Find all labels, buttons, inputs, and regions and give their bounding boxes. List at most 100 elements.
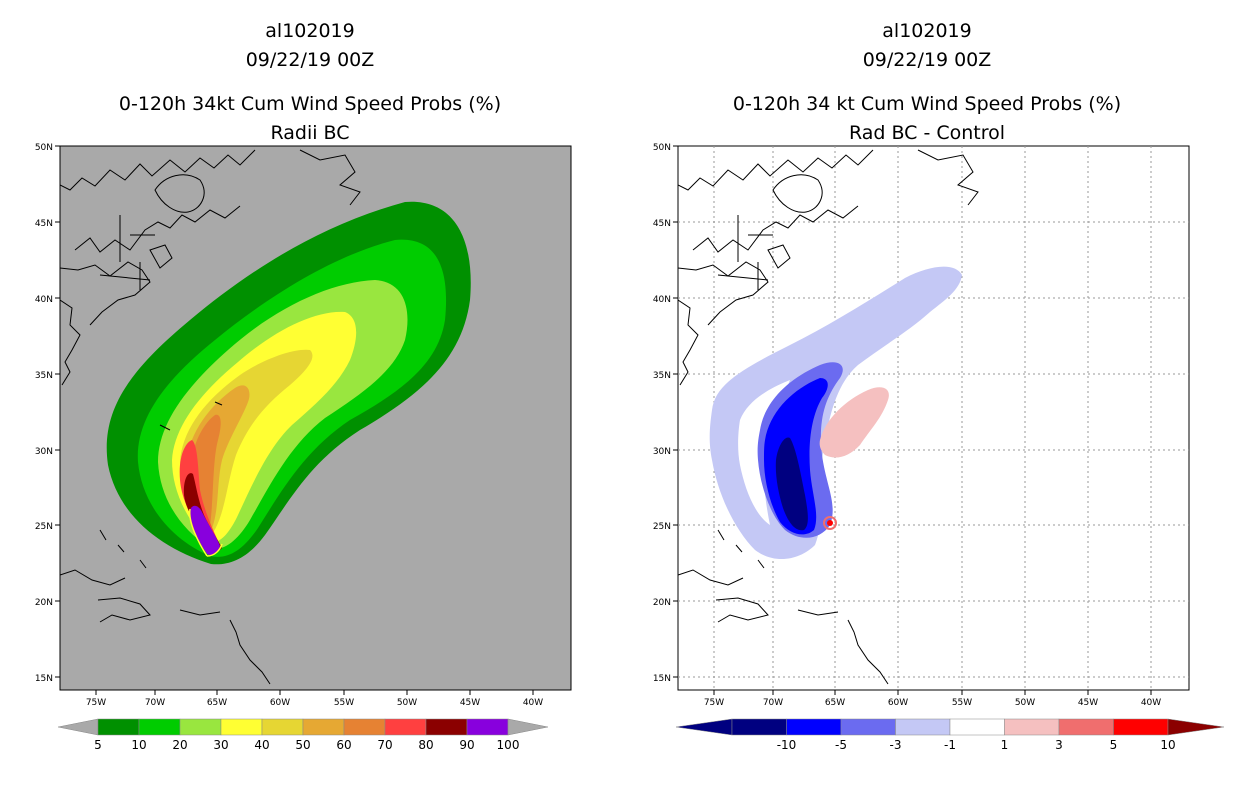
left-colorbar-label: 5 bbox=[94, 738, 102, 752]
right-colorbar-label: -5 bbox=[835, 738, 847, 752]
left-colorbar-swatch bbox=[220, 718, 263, 736]
left-colorbar-swatch bbox=[179, 718, 222, 736]
right-colorbar-label: 3 bbox=[1055, 738, 1063, 752]
left-colorbar-label: 10 bbox=[131, 738, 146, 752]
left-colorbar-label: 80 bbox=[418, 738, 433, 752]
left-colorbar-labels: 5 10 20 30 40 50 60 70 80 90 100 bbox=[94, 738, 519, 752]
left-lat-label: 15N bbox=[35, 674, 53, 684]
left-lon-labels: 75W 70W 65W 60W 55W 50W 45W 40W bbox=[86, 698, 543, 708]
left-colorbar-swatch bbox=[466, 718, 509, 736]
right-difference-contours bbox=[709, 266, 962, 560]
left-lon-label: 75W bbox=[86, 698, 106, 708]
left-probability-contours bbox=[106, 201, 471, 565]
left-lat-label: 45N bbox=[35, 219, 53, 229]
right-lat-label: 30N bbox=[653, 447, 671, 457]
left-lat-label: 25N bbox=[35, 522, 53, 532]
left-colorbar-label: 60 bbox=[336, 738, 351, 752]
left-contour-90 bbox=[189, 505, 220, 556]
left-panel: al102019 09/22/19 00Z 0-120h 34kt Cum Wi… bbox=[35, 20, 572, 752]
left-colorbar-arrow-right bbox=[507, 718, 549, 736]
right-colorbar-label: 5 bbox=[1110, 738, 1118, 752]
right-colorbar-swatch bbox=[1058, 718, 1114, 736]
left-colorbar-swatch bbox=[302, 718, 345, 736]
right-colorbar-label: -1 bbox=[944, 738, 956, 752]
right-lat-label: 20N bbox=[653, 598, 671, 608]
right-contour-pos1 bbox=[819, 387, 889, 458]
right-coastline-icon bbox=[678, 149, 979, 685]
right-colorbar-swatch bbox=[895, 718, 951, 736]
right-colorbar-swatch bbox=[1113, 718, 1169, 736]
right-colorbar-swatch bbox=[1004, 718, 1060, 736]
right-colorbar-labels: -10 -5 -3 -1 1 3 5 10 bbox=[777, 738, 1176, 752]
left-lat-label: 40N bbox=[35, 295, 53, 305]
right-title-date: 09/22/19 00Z bbox=[863, 49, 992, 71]
right-colorbar-swatch bbox=[731, 718, 787, 736]
right-panel: al102019 09/22/19 00Z 0-120h 34 kt Cum W… bbox=[653, 20, 1225, 752]
right-lat-label: 15N bbox=[653, 674, 671, 684]
left-title-date: 09/22/19 00Z bbox=[246, 49, 375, 71]
right-colorbar-arrow-right bbox=[1167, 718, 1225, 736]
right-lon-label: 55W bbox=[952, 698, 972, 708]
right-lat-ticks bbox=[673, 145, 678, 678]
left-lat-ticks bbox=[55, 145, 60, 678]
left-colorbar-swatch bbox=[261, 718, 304, 736]
right-colorbar-arrow-left bbox=[675, 718, 733, 736]
left-lon-label: 60W bbox=[270, 698, 290, 708]
left-contour-70 bbox=[179, 440, 220, 553]
left-lat-label: 35N bbox=[35, 371, 53, 381]
right-lon-label: 45W bbox=[1078, 698, 1098, 708]
left-colorbar-label: 30 bbox=[213, 738, 228, 752]
left-lat-labels: 50N 45N 40N 35N 30N 25N 20N 15N bbox=[35, 143, 53, 684]
right-title-subtitle: Rad BC - Control bbox=[849, 122, 1005, 144]
right-lat-label: 40N bbox=[653, 295, 671, 305]
left-colorbar-label: 100 bbox=[497, 738, 520, 752]
left-lon-label: 45W bbox=[460, 698, 480, 708]
left-lon-label: 65W bbox=[207, 698, 227, 708]
left-colorbar-label: 70 bbox=[377, 738, 392, 752]
left-colorbar-label: 90 bbox=[459, 738, 474, 752]
left-lon-label: 55W bbox=[334, 698, 354, 708]
left-colorbar-swatch bbox=[384, 718, 427, 736]
left-lon-label: 70W bbox=[145, 698, 165, 708]
right-title-storm-id: al102019 bbox=[882, 20, 971, 42]
right-colorbar-swatch bbox=[840, 718, 896, 736]
right-colorbar-label: 1 bbox=[1001, 738, 1009, 752]
right-lon-label: 60W bbox=[888, 698, 908, 708]
left-colorbar-swatch bbox=[343, 718, 386, 736]
right-lat-label: 35N bbox=[653, 371, 671, 381]
left-coastline-icon bbox=[60, 149, 361, 685]
left-lat-label: 20N bbox=[35, 598, 53, 608]
left-colorbar-swatch bbox=[138, 718, 181, 736]
left-colorbar-arrow-left bbox=[57, 718, 99, 736]
right-colorbar-swatch bbox=[949, 718, 1005, 736]
right-colorbar-swatch bbox=[786, 718, 842, 736]
right-contour-neg10 bbox=[775, 437, 808, 531]
right-lon-label: 75W bbox=[704, 698, 724, 708]
right-lon-label: 40W bbox=[1141, 698, 1161, 708]
right-lat-labels: 50N 45N 40N 35N 30N 25N 20N 15N bbox=[653, 143, 671, 684]
left-title-subtitle: Radii BC bbox=[270, 122, 349, 144]
right-lon-labels: 75W 70W 65W 60W 55W 50W 45W 40W bbox=[704, 698, 1161, 708]
left-lat-label: 50N bbox=[35, 143, 53, 153]
left-lon-label: 50W bbox=[397, 698, 417, 708]
right-lon-label: 50W bbox=[1015, 698, 1035, 708]
right-lon-label: 65W bbox=[825, 698, 845, 708]
left-contour-100-edge bbox=[189, 508, 223, 557]
right-contour-pos3 bbox=[823, 516, 837, 530]
left-colorbar-label: 50 bbox=[295, 738, 310, 752]
right-colorbar bbox=[675, 718, 1225, 736]
right-colorbar-label: 10 bbox=[1160, 738, 1175, 752]
right-lat-label: 50N bbox=[653, 143, 671, 153]
left-lon-ticks bbox=[95, 690, 534, 695]
left-colorbar-label: 20 bbox=[172, 738, 187, 752]
left-colorbar-label: 40 bbox=[254, 738, 269, 752]
right-lon-ticks bbox=[713, 690, 1152, 695]
left-lat-label: 30N bbox=[35, 447, 53, 457]
left-colorbar-swatch bbox=[97, 718, 140, 736]
left-title-storm-id: al102019 bbox=[265, 20, 354, 42]
right-title-product: 0-120h 34 kt Cum Wind Speed Probs (%) bbox=[733, 93, 1121, 115]
right-lat-label: 45N bbox=[653, 219, 671, 229]
right-colorbar-label: -10 bbox=[777, 738, 797, 752]
left-colorbar bbox=[57, 718, 549, 736]
left-lon-label: 40W bbox=[523, 698, 543, 708]
